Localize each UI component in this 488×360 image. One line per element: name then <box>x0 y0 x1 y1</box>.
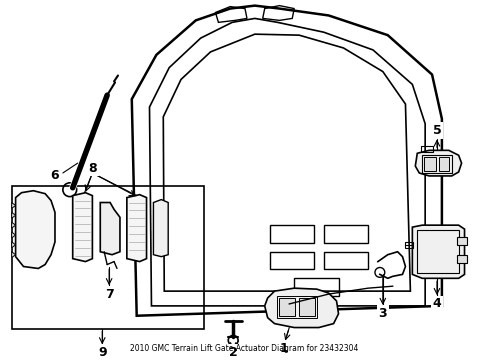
Bar <box>456 237 466 245</box>
Bar <box>420 147 432 152</box>
Bar <box>269 252 313 270</box>
Polygon shape <box>12 242 16 248</box>
Bar <box>12 186 203 329</box>
Polygon shape <box>12 222 16 228</box>
Bar <box>423 157 435 171</box>
Polygon shape <box>12 232 16 238</box>
Polygon shape <box>12 203 16 208</box>
Text: 2010 GMC Terrain Lift Gate Actuator Diagram for 23432304: 2010 GMC Terrain Lift Gate Actuator Diag… <box>129 344 358 353</box>
Text: 7: 7 <box>104 288 113 301</box>
Text: 9: 9 <box>98 346 106 359</box>
Bar <box>294 278 338 296</box>
Text: 2: 2 <box>228 346 237 359</box>
Polygon shape <box>414 150 461 176</box>
Text: 5: 5 <box>432 124 441 137</box>
Text: 8: 8 <box>88 162 97 175</box>
Bar <box>323 252 367 270</box>
Bar <box>416 230 458 273</box>
Bar <box>299 298 314 316</box>
Text: 4: 4 <box>432 297 441 310</box>
Bar <box>438 157 448 171</box>
Polygon shape <box>73 193 92 262</box>
Text: 3: 3 <box>378 307 386 320</box>
Bar <box>456 255 466 262</box>
Polygon shape <box>126 195 146 262</box>
Bar <box>421 155 451 173</box>
Bar <box>277 296 316 318</box>
Text: 1: 1 <box>280 342 288 355</box>
Polygon shape <box>264 288 338 328</box>
Polygon shape <box>12 212 16 218</box>
Bar <box>279 298 295 316</box>
Polygon shape <box>12 252 16 258</box>
Bar <box>269 225 313 243</box>
Polygon shape <box>100 203 120 255</box>
Bar <box>323 225 367 243</box>
Polygon shape <box>153 199 168 257</box>
Text: 6: 6 <box>51 170 59 183</box>
Polygon shape <box>411 225 464 278</box>
Bar <box>405 242 412 248</box>
Polygon shape <box>16 191 55 269</box>
